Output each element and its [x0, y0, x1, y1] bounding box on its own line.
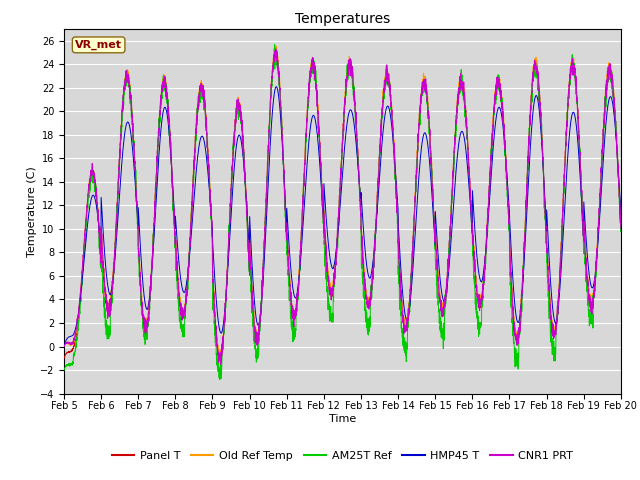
Title: Temperatures: Temperatures: [295, 12, 390, 26]
Y-axis label: Temperature (C): Temperature (C): [27, 166, 37, 257]
Legend: Panel T, Old Ref Temp, AM25T Ref, HMP45 T, CNR1 PRT: Panel T, Old Ref Temp, AM25T Ref, HMP45 …: [108, 446, 577, 466]
X-axis label: Time: Time: [329, 414, 356, 424]
Text: VR_met: VR_met: [75, 40, 122, 50]
